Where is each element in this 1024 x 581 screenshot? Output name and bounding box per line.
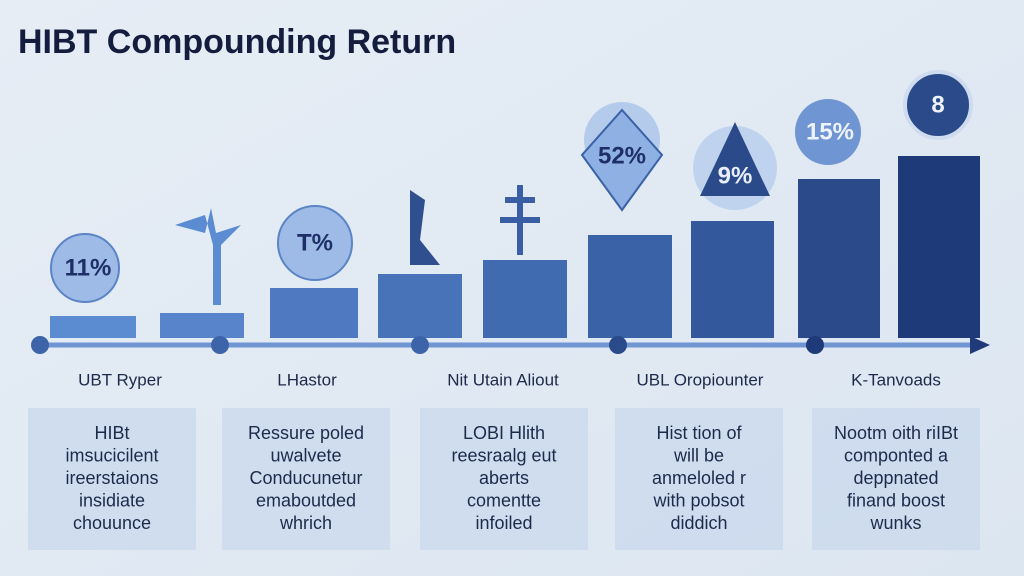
card-line: Hist tion of — [656, 423, 742, 443]
palm-icon — [175, 208, 241, 305]
stage-label: UBL Oropiounter — [637, 370, 764, 389]
dot — [211, 336, 229, 354]
badge-shape — [580, 108, 664, 212]
card — [812, 408, 980, 550]
card-line: Ressure poled — [248, 423, 364, 443]
bars — [50, 156, 980, 338]
stages: UBT Ryper LHastor Nit Utain Aliout UBL Orop… — [78, 370, 941, 389]
card-line: Conducunetur — [249, 468, 362, 488]
badge-label: 15% — [806, 118, 854, 145]
badge-shape — [795, 99, 861, 165]
card — [222, 408, 390, 550]
dot — [31, 336, 49, 354]
card-line: with pobsot — [652, 490, 744, 510]
dot — [411, 336, 429, 354]
badge-label: 9% — [718, 162, 753, 189]
tree-icon — [500, 185, 540, 255]
card-line: HIBt — [94, 423, 129, 443]
card-line: will be — [673, 445, 724, 465]
card-line: chouunce — [73, 513, 151, 533]
badge-shape — [50, 233, 120, 303]
card-line: LOBI Hlith — [463, 423, 545, 443]
card-line: comentte — [467, 490, 541, 510]
bar — [691, 221, 774, 338]
stage-label: LHastor — [277, 370, 337, 389]
bar — [798, 179, 880, 338]
badge-label: 11% — [65, 254, 112, 281]
arrow-head — [970, 336, 990, 354]
dot — [806, 336, 824, 354]
card-line: deppnated — [853, 468, 938, 488]
card-line: emaboutded — [256, 490, 356, 510]
card-line: infoiled — [475, 513, 532, 533]
card-line: aberts — [479, 468, 529, 488]
figure-icon — [410, 190, 440, 265]
card-line: diddich — [670, 513, 727, 533]
stage-label: K-Tanvoads — [851, 370, 941, 389]
bar — [160, 313, 244, 338]
bar — [270, 288, 358, 338]
bar — [898, 156, 980, 338]
bar — [50, 316, 136, 338]
card-line: finand boost — [847, 490, 945, 510]
badge-shape — [277, 205, 353, 281]
stage-label: UBT Ryper — [78, 370, 162, 389]
title: HIBT Compounding Return — [18, 23, 456, 61]
card — [420, 408, 588, 550]
badge-label: T% — [297, 229, 333, 256]
dot — [609, 336, 627, 354]
badge-shape — [903, 70, 973, 140]
badge-label: 52% — [598, 142, 646, 169]
badges: 11% T% 52% 9% 15% 8 — [50, 70, 973, 305]
card-line: insidiate — [79, 490, 145, 510]
card-line: reesraalg eut — [451, 445, 556, 465]
badge-label: 8 — [931, 91, 944, 118]
card-line: Nootm oith riIBt — [834, 423, 958, 443]
bar — [378, 274, 462, 338]
card-line: wunks — [869, 513, 921, 533]
badge-shape — [700, 122, 770, 196]
card-line: ireerstaions — [65, 468, 158, 488]
card-line: uwalvete — [270, 445, 341, 465]
timeline — [31, 336, 990, 354]
card-line: anmeloled r — [652, 468, 746, 488]
card-line: imsucicilent — [65, 445, 158, 465]
bar — [483, 260, 567, 338]
stage-label: Nit Utain Aliout — [447, 370, 559, 389]
card-line: whrich — [279, 513, 332, 533]
bar — [588, 235, 672, 338]
card — [615, 408, 783, 550]
card-line: componted a — [844, 445, 949, 465]
card — [28, 408, 196, 550]
